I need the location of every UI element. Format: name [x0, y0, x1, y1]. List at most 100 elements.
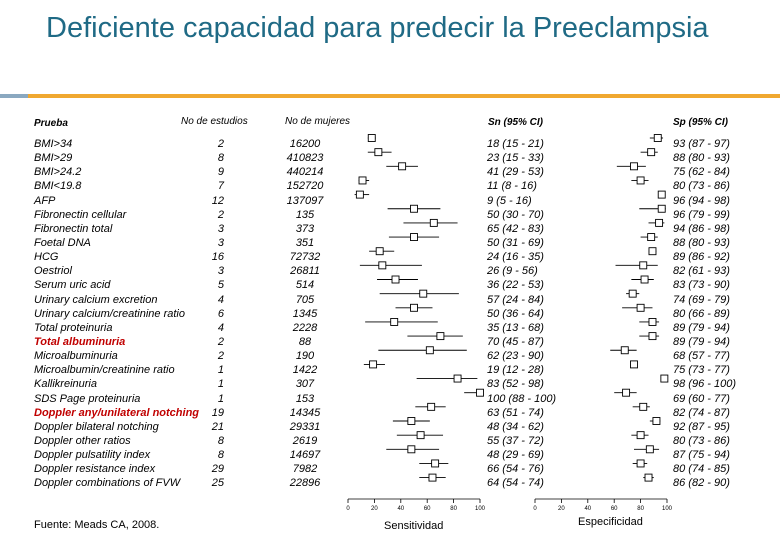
header-sn: Sn (95% CI) [488, 117, 544, 128]
sn-value: 83 (52 - 98) [487, 378, 544, 391]
sn-value: 41 (29 - 53) [487, 166, 544, 179]
women-count: 410823 [286, 152, 324, 165]
title-underline [28, 94, 780, 98]
sn-estimate-marker [416, 431, 425, 440]
sp-value: 82 (61 - 93) [673, 265, 730, 278]
sp-value: 88 (80 - 93) [673, 152, 730, 165]
sp-estimate-marker [657, 204, 666, 213]
women-count: 440214 [286, 166, 324, 179]
sp-estimate-marker [636, 303, 645, 312]
sp-value: 89 (86 - 92) [673, 251, 730, 264]
studies-count: 3 [217, 222, 224, 235]
test-name: BMI<19.8 [34, 180, 82, 193]
sp-value: 96 (94 - 98) [673, 194, 730, 207]
sp-estimate-marker [647, 148, 656, 157]
sp-estimate-marker [620, 346, 629, 355]
sp-value: 68 (57 - 77) [673, 350, 730, 363]
test-name: Doppler pulsatility index [34, 449, 151, 462]
sn-estimate-marker [476, 388, 484, 397]
women-count: 705 [295, 293, 315, 306]
sp-estimate-marker [630, 360, 638, 369]
test-column: BMI>34 BMI>29 BMI>24.2 BMI<19.8 AFP Fibronect… [34, 137, 199, 491]
sn-value: 48 (34 - 62) [487, 420, 544, 433]
sn-value: 9 (5 - 16) [487, 194, 532, 207]
sp-estimate-marker [644, 473, 653, 482]
studies-count: 5 [217, 279, 224, 292]
sp-estimate-marker [660, 374, 669, 383]
sp-estimate-marker [652, 417, 661, 425]
sn-value: 57 (24 - 84) [487, 293, 544, 306]
test-name: Doppler resistance index [34, 463, 156, 476]
studies-count: 2 [217, 350, 224, 363]
test-name: BMI>29 [34, 152, 73, 165]
sp-tick-label: 40 [584, 506, 591, 512]
studies-count: 2 [217, 138, 224, 150]
sn-estimate-marker [436, 332, 445, 341]
sp-value: 87 (75 - 94) [673, 449, 730, 462]
sn-estimate-marker [410, 204, 418, 213]
sp-value: 96 (79 - 99) [673, 208, 730, 221]
women-count: 307 [295, 378, 315, 391]
sn-estimate-marker [428, 473, 437, 482]
studies-count: 1 [217, 378, 224, 391]
sp-estimate-marker [655, 218, 664, 227]
header-estudios: No de estudios [181, 116, 248, 127]
women-count: 14697 [289, 449, 321, 462]
women-count: 14345 [289, 406, 321, 419]
sn-value: 50 (36 - 64) [487, 307, 544, 320]
sp-estimate-marker [628, 289, 637, 298]
sn-tick-label: 40 [397, 506, 404, 512]
women-count: 152720 [286, 180, 324, 193]
sn-tick-label: 80 [450, 506, 457, 512]
sn-estimate-marker [431, 459, 440, 468]
test-name: Doppler other ratios [34, 434, 131, 447]
test-name: Fibronectin cellular [34, 208, 127, 221]
sn-value: 50 (31 - 69) [487, 236, 544, 249]
sn-value: 65 (42 - 83) [487, 222, 544, 235]
sp-value: 89 (79 - 94) [673, 335, 730, 348]
test-name: Fibronectin total [34, 222, 113, 235]
sp-estimate-marker [640, 275, 649, 284]
women-count: 351 [295, 236, 315, 249]
test-name: Urinary calcium excretion [34, 293, 158, 306]
sn-value: 26 (9 - 56) [487, 265, 538, 278]
sp-estimate-marker [630, 162, 638, 171]
sp-estimate-marker [639, 261, 648, 270]
test-name: Foetal DNA [34, 236, 91, 249]
sp-tick-label: 0 [533, 506, 537, 512]
sp-tick-label: 20 [558, 506, 565, 512]
sp-estimate-marker [653, 134, 662, 142]
women-count: 72732 [289, 251, 321, 264]
women-count: 16200 [289, 138, 321, 150]
sp-tick-label: 60 [611, 506, 618, 512]
sn-value: 35 (13 - 68) [487, 321, 544, 334]
page-title: Deficiente capacidad para predecir la Pr… [46, 12, 709, 44]
sp-value: 75 (62 - 84) [673, 166, 730, 179]
sp-value: 69 (60 - 77) [673, 392, 730, 405]
studies-count: 1 [217, 392, 224, 405]
studies-count: 12 [211, 194, 224, 207]
sn-estimate-marker [453, 374, 462, 383]
sp-value: 80 (74 - 85) [673, 463, 730, 476]
test-name: BMI>24.2 [34, 166, 82, 179]
sn-value: 19 (12 - 28) [487, 364, 544, 377]
sp-value: 88 (80 - 93) [673, 236, 730, 249]
sn-value: 70 (45 - 87) [487, 335, 544, 348]
sn-value: 36 (22 - 53) [487, 279, 544, 292]
test-name: Doppler bilateral notching [34, 420, 159, 433]
sp-estimate-marker [639, 402, 648, 411]
sn-estimate-marker [355, 190, 364, 199]
sp-value: 94 (86 - 98) [673, 222, 730, 235]
test-name: Kallikreinuria [34, 378, 97, 391]
test-name: Oestriol [34, 265, 72, 278]
sn-axis-label: Sensitividad [384, 520, 444, 532]
sn-value: 18 (15 - 21) [487, 138, 544, 150]
test-name: Microalbuminuria [34, 350, 118, 363]
sp-value: 80 (66 - 89) [673, 307, 730, 320]
sn-value: 100 (88 - 100) [487, 392, 557, 405]
test-name: Total proteinuria [34, 321, 113, 334]
sn-value: 48 (29 - 69) [487, 449, 544, 462]
sp-value: 74 (69 - 79) [673, 293, 730, 306]
studies-count: 29 [211, 463, 224, 476]
sn-tick-label: 0 [346, 506, 350, 512]
